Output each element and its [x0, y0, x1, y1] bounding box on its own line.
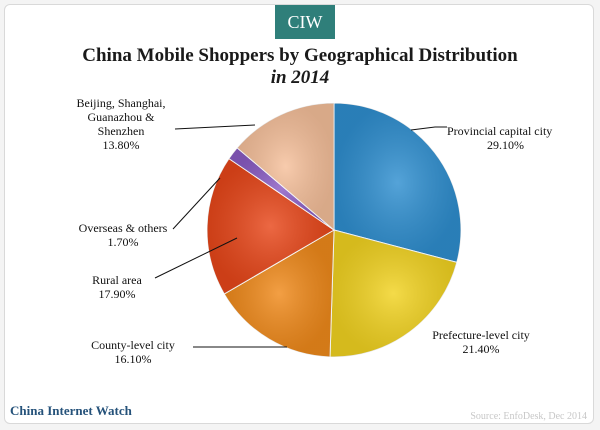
chart-subtitle: in 2014 [270, 67, 330, 88]
slice-value-label: 13.80% [103, 138, 140, 152]
leader-line [410, 126, 447, 131]
chart-title: China Mobile Shoppers by Geographical Di… [82, 45, 518, 66]
pie-slice-shading [334, 103, 462, 263]
pie-slice-shading [224, 230, 334, 357]
leader-line [174, 124, 256, 130]
slice-value-label: 29.10% [487, 138, 524, 152]
slice-label: Overseas & others 1.70% [79, 221, 168, 249]
pie-chart: Provincial capital city 29.10% Prefecture-… [77, 96, 553, 366]
pie-slice-shading [330, 230, 457, 358]
slice-label: Beijing, Shanghai, Guanazhou & Shenzhen 13.… [77, 96, 166, 152]
leader-line [172, 177, 221, 230]
slice-label: Prefecture-level city 21.40% [432, 328, 530, 356]
brand-logo-text: China Internet Watch [10, 403, 132, 418]
chart-frame: CIW China Mobile Shoppers by Geographica… [4, 4, 594, 424]
pie-slice-shading [207, 158, 334, 294]
slice-label: Rural area 17.90% [92, 273, 142, 301]
leader-line [154, 237, 238, 279]
pie-slice-shading [237, 103, 334, 230]
slice-label: Provincial capital city 29.10% [447, 124, 552, 152]
ciw-badge: CIW [275, 5, 335, 39]
slice-value-label: 1.70% [108, 235, 139, 249]
slice-value-label: 16.10% [115, 352, 152, 366]
source-note: Source: EnfoDesk, Dec 2014 [470, 411, 587, 422]
slice-value-label: 21.40% [463, 342, 500, 356]
slice-label: County-level city 16.10% [91, 338, 175, 366]
pie-slice-shading [228, 147, 334, 230]
slice-value-label: 17.90% [99, 287, 136, 301]
